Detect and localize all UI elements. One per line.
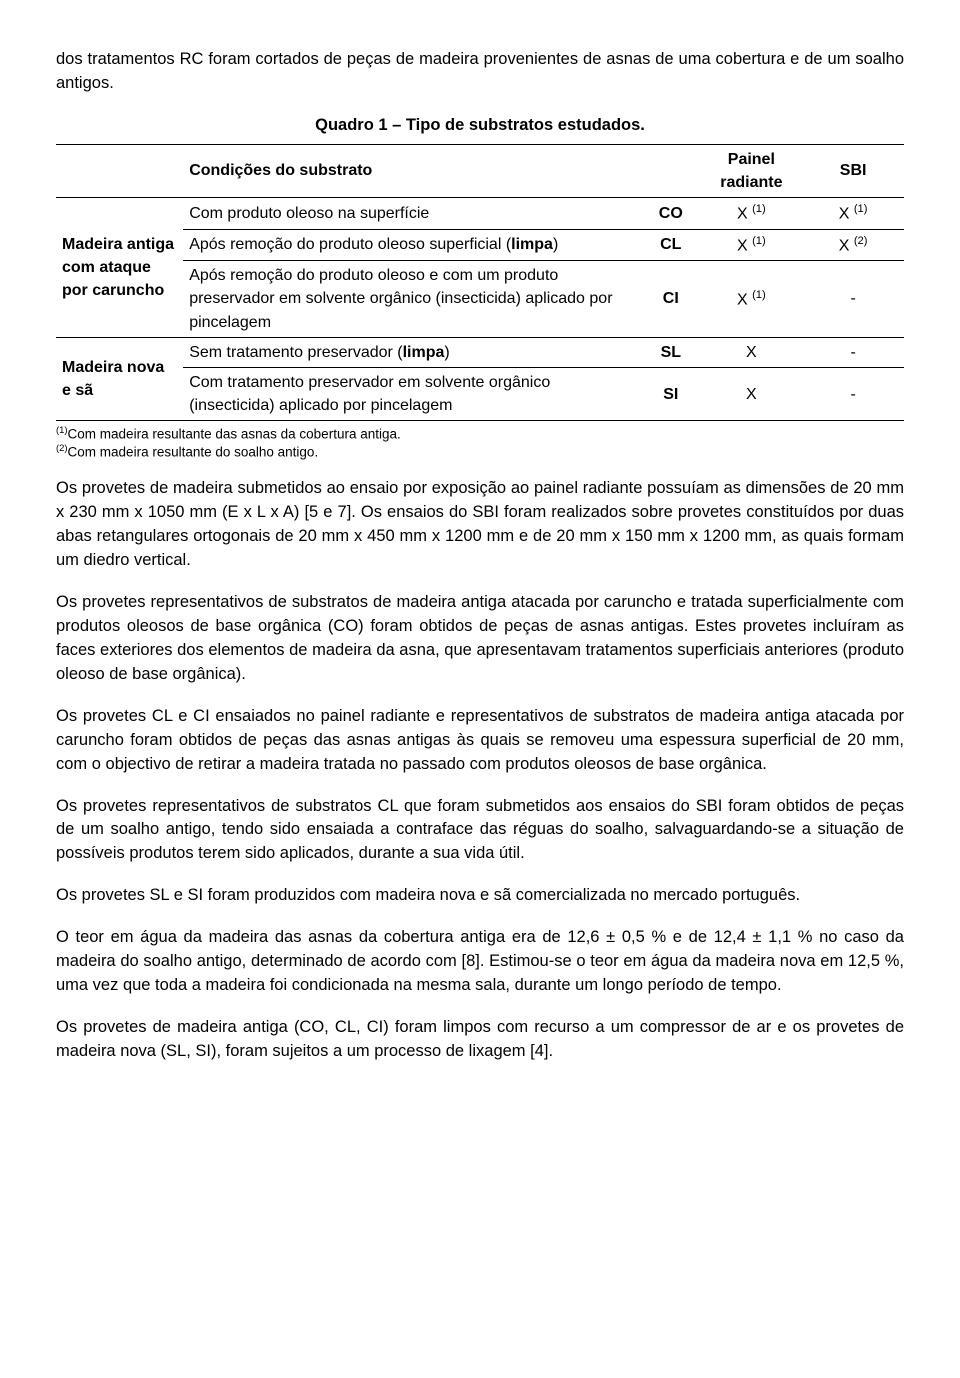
row-desc: Com tratamento preservador em solvente o… (183, 367, 641, 420)
row-code: SI (641, 367, 700, 420)
table-footnote-1: (1)Com madeira resultante das asnas da c… (56, 425, 904, 443)
body-paragraph: Os provetes representativos de substrato… (56, 591, 904, 687)
row-desc: Sem tratamento preservador (limpa) (183, 337, 641, 367)
row-painel: X (700, 337, 802, 367)
substrate-table: Condições do substrato Painelradiante SB… (56, 144, 904, 422)
row-code: CO (641, 198, 700, 230)
row-sbi: - (802, 337, 904, 367)
body-paragraph: Os provetes SL e SI foram produzidos com… (56, 884, 904, 908)
row-painel: X (1) (700, 261, 802, 338)
body-paragraph: Os provetes CL e CI ensaiados no painel … (56, 705, 904, 777)
row-code: CL (641, 229, 700, 261)
body-paragraph: Os provetes de madeira submetidos ao ens… (56, 477, 904, 573)
row-sbi: X (1) (802, 198, 904, 230)
row-painel: X (700, 367, 802, 420)
body-paragraph: Os provetes de madeira antiga (CO, CL, C… (56, 1016, 904, 1064)
row-sbi: - (802, 261, 904, 338)
row-code: CI (641, 261, 700, 338)
row-painel: X (1) (700, 229, 802, 261)
table-title: Quadro 1 – Tipo de substratos estudados. (56, 114, 904, 138)
th-sbi: SBI (802, 144, 904, 197)
body-paragraph: O teor em água da madeira das asnas da c… (56, 926, 904, 998)
body-paragraph: Os provetes representativos de substrato… (56, 795, 904, 867)
group2-label: Madeira nova e sã (56, 337, 183, 421)
row-painel: X (1) (700, 198, 802, 230)
row-code: SL (641, 337, 700, 367)
table-footnote-2: (2)Com madeira resultante do soalho anti… (56, 443, 904, 461)
th-painel: Painelradiante (700, 144, 802, 197)
row-sbi: X (2) (802, 229, 904, 261)
th-condicoes: Condições do substrato (183, 144, 641, 197)
row-desc: Com produto oleoso na superfície (183, 198, 641, 230)
group1-label: Madeira antiga com ataque por caruncho (56, 198, 183, 338)
row-desc: Após remoção do produto oleoso superfici… (183, 229, 641, 261)
row-desc: Após remoção do produto oleoso e com um … (183, 261, 641, 338)
row-sbi: - (802, 367, 904, 420)
intro-paragraph: dos tratamentos RC foram cortados de peç… (56, 48, 904, 96)
